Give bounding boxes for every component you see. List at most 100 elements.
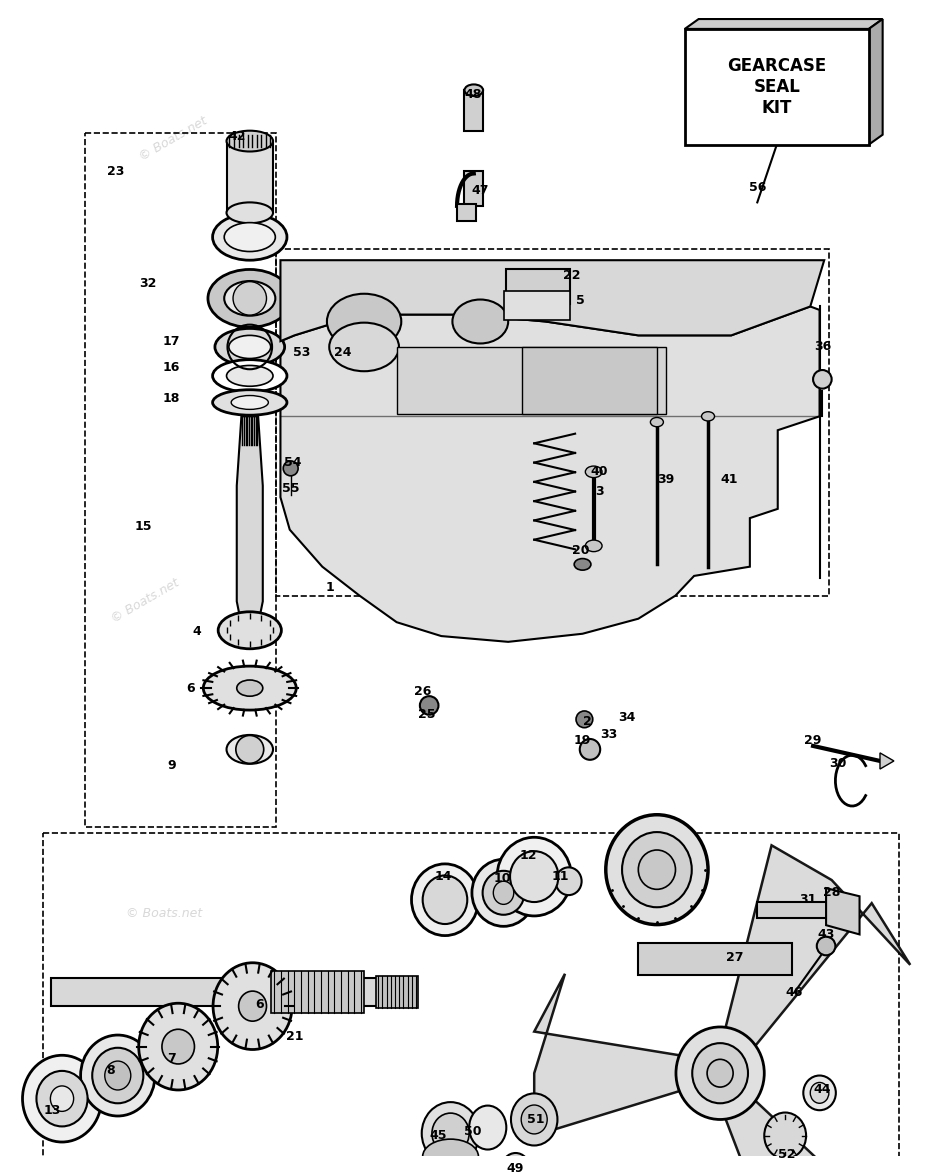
- Text: 2: 2: [583, 715, 592, 728]
- Text: 29: 29: [804, 734, 821, 747]
- Polygon shape: [869, 19, 883, 144]
- Text: 28: 28: [823, 886, 840, 899]
- Text: © Boats.net: © Boats.net: [434, 461, 508, 511]
- Ellipse shape: [213, 390, 287, 415]
- Ellipse shape: [213, 214, 287, 260]
- Ellipse shape: [162, 1029, 194, 1064]
- Bar: [43, 832, 899, 1172]
- Ellipse shape: [215, 328, 284, 366]
- Text: 20: 20: [572, 544, 590, 557]
- Text: 7: 7: [168, 1051, 176, 1064]
- Ellipse shape: [422, 1102, 479, 1165]
- Text: 16: 16: [163, 361, 180, 374]
- Circle shape: [420, 696, 438, 715]
- Text: 53: 53: [293, 346, 311, 360]
- Text: 19: 19: [574, 734, 592, 747]
- Polygon shape: [826, 888, 859, 934]
- Text: 55: 55: [282, 482, 300, 495]
- Text: 25: 25: [417, 708, 435, 721]
- Ellipse shape: [226, 203, 273, 223]
- Ellipse shape: [676, 1027, 764, 1119]
- Ellipse shape: [226, 366, 273, 387]
- Bar: [226, 141, 273, 213]
- Ellipse shape: [510, 851, 559, 902]
- Ellipse shape: [579, 740, 600, 759]
- Bar: [506, 270, 570, 305]
- Ellipse shape: [213, 360, 287, 393]
- Text: 44: 44: [814, 1083, 831, 1096]
- Bar: [464, 90, 483, 131]
- Text: © Boats.net: © Boats.net: [126, 907, 203, 920]
- Ellipse shape: [81, 1035, 155, 1116]
- Bar: [397, 347, 666, 414]
- Ellipse shape: [452, 300, 508, 343]
- Text: 24: 24: [334, 346, 351, 360]
- Text: 8: 8: [106, 1064, 115, 1077]
- Text: 30: 30: [830, 757, 847, 770]
- Circle shape: [817, 936, 836, 955]
- Ellipse shape: [423, 875, 467, 924]
- Bar: [757, 902, 832, 918]
- Ellipse shape: [810, 1083, 829, 1103]
- Text: 51: 51: [528, 1113, 544, 1126]
- Text: 41: 41: [721, 473, 739, 486]
- Text: 26: 26: [414, 686, 431, 699]
- Ellipse shape: [650, 417, 663, 427]
- Bar: [522, 347, 657, 414]
- Ellipse shape: [585, 540, 602, 552]
- Ellipse shape: [575, 559, 591, 570]
- Circle shape: [813, 370, 832, 389]
- Ellipse shape: [464, 84, 483, 96]
- Text: 50: 50: [464, 1124, 481, 1138]
- Ellipse shape: [702, 411, 715, 421]
- Ellipse shape: [236, 680, 263, 696]
- Bar: [639, 942, 791, 975]
- Text: 11: 11: [551, 870, 569, 884]
- Circle shape: [236, 736, 264, 763]
- Ellipse shape: [92, 1048, 143, 1103]
- Text: GEARCASE
SEAL
KIT: GEARCASE SEAL KIT: [727, 57, 826, 116]
- Ellipse shape: [138, 1003, 218, 1090]
- Polygon shape: [534, 974, 679, 1136]
- Ellipse shape: [23, 1055, 102, 1142]
- Bar: [276, 248, 829, 595]
- Text: 48: 48: [464, 88, 481, 101]
- Text: 13: 13: [44, 1104, 61, 1117]
- Circle shape: [577, 711, 593, 728]
- Ellipse shape: [432, 1113, 469, 1153]
- Polygon shape: [281, 260, 824, 341]
- Text: 3: 3: [595, 485, 604, 498]
- Ellipse shape: [482, 871, 525, 915]
- Text: 6: 6: [254, 999, 264, 1011]
- Ellipse shape: [224, 223, 275, 252]
- Ellipse shape: [37, 1071, 88, 1126]
- Ellipse shape: [229, 335, 270, 359]
- Ellipse shape: [585, 466, 602, 478]
- Text: 4: 4: [192, 625, 202, 638]
- Ellipse shape: [238, 992, 267, 1021]
- Ellipse shape: [231, 395, 268, 409]
- Ellipse shape: [497, 837, 572, 917]
- Text: 47: 47: [472, 184, 489, 197]
- Text: © Boats.net: © Boats.net: [138, 114, 210, 163]
- Text: 9: 9: [168, 759, 176, 772]
- Text: 21: 21: [285, 1030, 303, 1043]
- Ellipse shape: [105, 1061, 131, 1090]
- Text: 14: 14: [434, 870, 452, 884]
- Bar: [685, 29, 869, 144]
- Ellipse shape: [511, 1093, 558, 1145]
- Text: 6: 6: [186, 682, 195, 695]
- Bar: [464, 171, 483, 206]
- Text: 39: 39: [658, 473, 674, 486]
- Ellipse shape: [469, 1105, 506, 1150]
- Ellipse shape: [521, 1105, 547, 1134]
- Polygon shape: [281, 306, 820, 642]
- Text: 23: 23: [107, 164, 124, 178]
- Text: 56: 56: [749, 180, 766, 193]
- Text: 15: 15: [135, 519, 153, 533]
- Text: 45: 45: [430, 1129, 447, 1143]
- Text: 5: 5: [577, 294, 585, 307]
- Ellipse shape: [472, 859, 535, 926]
- Bar: [271, 972, 365, 1013]
- Text: 31: 31: [799, 893, 816, 906]
